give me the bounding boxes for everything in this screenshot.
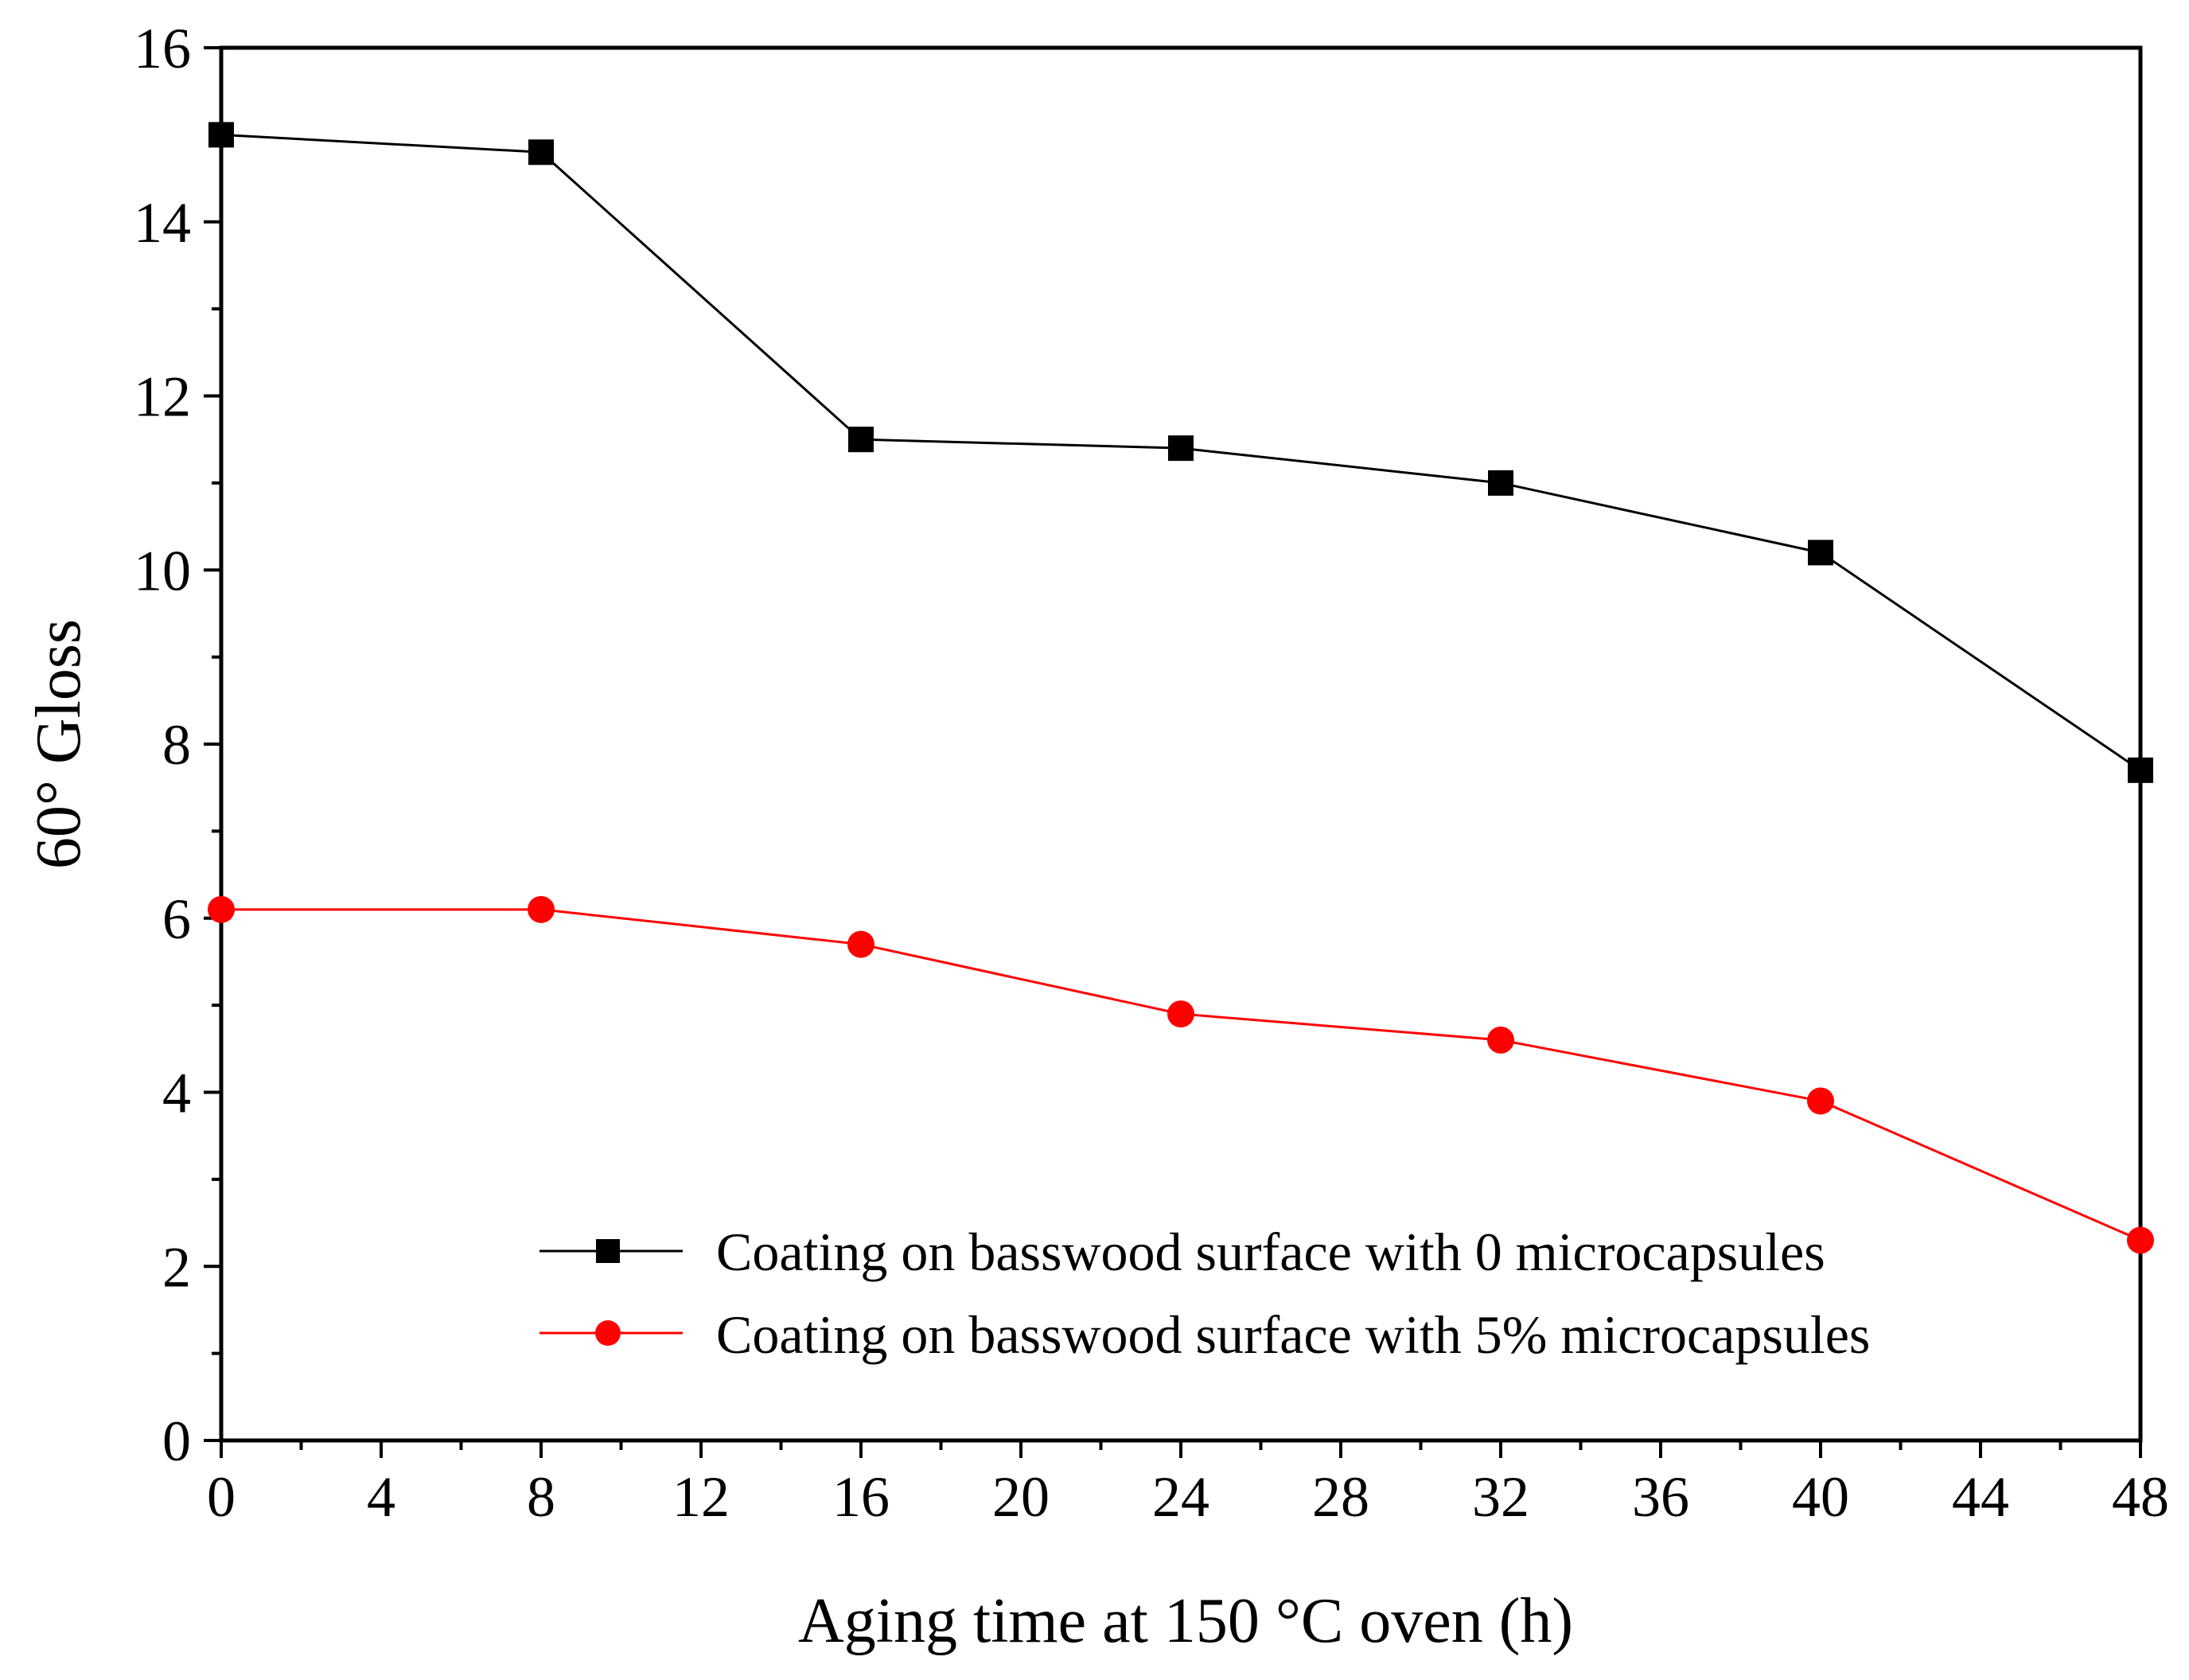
x-tick-labels: 0 4 8 12 16 20 24 28 32 36 40 44 48 [207, 1465, 2169, 1529]
x-tick-label: 4 [367, 1465, 395, 1529]
x-tick-label: 16 [832, 1465, 890, 1529]
legend: Coating on basswood surface with 0 micro… [539, 1222, 1870, 1365]
legend-label-series-0: Coating on basswood surface with 0 micro… [716, 1222, 1825, 1282]
y-tick-label: 14 [134, 191, 191, 255]
y-tick-label: 16 [134, 17, 191, 80]
x-tick-label: 32 [1472, 1465, 1529, 1529]
series-1-point [528, 895, 555, 923]
x-tick-label: 20 [992, 1465, 1050, 1529]
series-1-point [1807, 1087, 1834, 1115]
legend-label-series-1: Coating on basswood surface with 5% micr… [716, 1304, 1870, 1365]
legend-marker-series-1 [595, 1320, 621, 1346]
series-0-point [2128, 757, 2153, 783]
legend-marker-series-0 [596, 1239, 620, 1263]
y-tick-label: 2 [162, 1235, 191, 1299]
x-axis-title: Aging time at 150 °C oven (h) [798, 1586, 1573, 1656]
series-0 [208, 122, 2153, 783]
series-0-point [528, 139, 554, 166]
series-1-point [2127, 1226, 2154, 1254]
x-tick-label: 40 [1792, 1465, 1849, 1529]
series-1-point [1167, 1000, 1194, 1028]
x-tick-label: 0 [207, 1465, 236, 1529]
x-tick-label: 48 [2112, 1465, 2169, 1529]
x-tick-label: 44 [1952, 1465, 2009, 1529]
series-1-point [1487, 1026, 1514, 1054]
series-0-point [848, 427, 874, 453]
y-tick-label: 12 [134, 365, 191, 429]
y-tick-label: 8 [162, 713, 191, 777]
series-1 [208, 895, 2154, 1254]
y-axis-title: 60° Gloss [24, 619, 94, 869]
series-0-point [208, 122, 234, 148]
x-tick-label: 12 [672, 1465, 730, 1529]
x-tick-label: 36 [1632, 1465, 1689, 1529]
series-1-point [847, 930, 874, 958]
y-tick-labels: 0 2 4 6 8 10 12 14 16 [134, 17, 191, 1473]
series-1-line [221, 908, 2141, 1241]
series-1-point [208, 895, 235, 923]
series-0-point [1168, 435, 1194, 462]
y-tick-label: 4 [162, 1062, 191, 1125]
series-layer [208, 122, 2154, 1254]
series-0-point [1808, 540, 1833, 566]
y-tick-label: 0 [162, 1409, 191, 1473]
x-tick-label: 8 [527, 1465, 555, 1529]
y-tick-label: 10 [134, 539, 191, 602]
axis-ticks [204, 46, 2142, 1458]
x-tick-label: 28 [1312, 1465, 1369, 1529]
x-tick-label: 24 [1152, 1465, 1209, 1529]
y-tick-label: 6 [162, 887, 191, 951]
series-0-point [1488, 470, 1513, 496]
